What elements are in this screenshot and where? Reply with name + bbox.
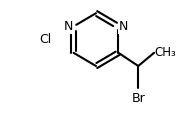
Text: Cl: Cl <box>39 33 51 46</box>
Text: N: N <box>118 20 128 33</box>
Text: CH₃: CH₃ <box>154 46 176 59</box>
Text: N: N <box>64 20 74 33</box>
Text: Br: Br <box>131 92 145 105</box>
